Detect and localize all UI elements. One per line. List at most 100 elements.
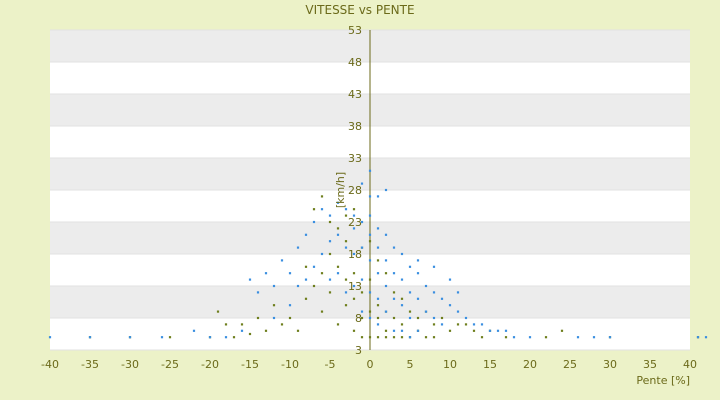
data-point-series-2 [384, 233, 388, 236]
data-point-series-1 [392, 291, 396, 294]
data-point-series-2 [376, 297, 380, 300]
data-point-series-2 [360, 278, 364, 281]
data-point-series-2 [456, 310, 460, 313]
data-point-series-2 [608, 336, 612, 339]
data-point-series-1 [240, 323, 244, 326]
data-point-series-1 [320, 195, 324, 198]
data-point-series-2 [368, 169, 372, 172]
data-point-series-2 [304, 278, 308, 281]
data-point-series-2 [496, 329, 500, 332]
data-point-series-1 [368, 278, 372, 281]
data-point-series-1 [344, 214, 348, 217]
x-tick-label: -10 [281, 358, 299, 371]
data-point-series-1 [400, 323, 404, 326]
data-point-series-2 [432, 316, 436, 320]
data-point-series-1 [400, 336, 404, 339]
data-point-series-2 [240, 329, 244, 332]
data-point-series-2 [448, 278, 452, 281]
data-point-series-2 [592, 336, 596, 339]
data-point-series-2 [352, 252, 356, 256]
data-point-series-1 [168, 336, 172, 339]
data-point-series-2 [472, 323, 476, 326]
data-point-series-2 [296, 284, 300, 288]
data-point-series-1 [352, 297, 356, 300]
data-point-series-2 [432, 265, 436, 268]
y-tick-label: 53 [348, 24, 362, 37]
data-point-series-2 [392, 272, 396, 275]
data-point-series-2 [512, 336, 516, 339]
data-point-series-1 [272, 304, 276, 307]
data-point-series-2 [440, 323, 444, 326]
data-point-series-2 [320, 252, 324, 256]
data-point-series-2 [384, 310, 388, 313]
data-point-series-2 [504, 329, 508, 332]
data-point-series-1 [232, 336, 236, 339]
data-point-series-2 [88, 336, 92, 339]
data-point-series-1 [392, 336, 396, 339]
data-point-series-2 [272, 284, 276, 288]
y-tick-label: 3 [355, 344, 362, 357]
data-point-series-1 [408, 310, 412, 313]
data-point-series-2 [368, 291, 372, 294]
data-point-series-1 [352, 208, 356, 211]
data-point-series-1 [432, 336, 436, 339]
data-point-series-1 [448, 329, 452, 332]
data-point-series-2 [344, 246, 348, 249]
data-point-series-2 [192, 329, 196, 332]
data-point-series-1 [544, 336, 548, 339]
data-point-series-1 [376, 304, 380, 307]
y-tick-label: 13 [348, 280, 362, 293]
data-point-series-2 [288, 304, 292, 307]
data-point-series-2 [320, 208, 324, 211]
data-point-series-2 [376, 246, 380, 249]
data-point-series-2 [264, 272, 268, 275]
data-point-series-1 [360, 291, 364, 294]
data-point-series-2 [352, 284, 356, 288]
data-point-series-1 [256, 316, 260, 320]
data-point-series-2 [312, 220, 316, 224]
data-point-series-2 [416, 297, 420, 300]
data-point-series-2 [360, 310, 364, 313]
data-point-series-2 [464, 316, 468, 320]
data-point-series-1 [376, 259, 380, 262]
data-point-series-2 [392, 297, 396, 300]
data-point-series-2 [328, 240, 332, 243]
y-tick-label: 48 [348, 56, 362, 69]
data-point-series-2 [368, 214, 372, 217]
data-point-series-2 [528, 336, 532, 339]
data-point-series-2 [280, 259, 284, 262]
data-point-series-2 [224, 336, 228, 339]
data-point-series-2 [416, 329, 420, 332]
data-point-series-1 [328, 252, 332, 256]
x-tick-label: 20 [523, 358, 537, 371]
data-point-series-2 [208, 336, 212, 339]
y-tick-label: 33 [348, 152, 362, 165]
data-point-series-1 [328, 220, 332, 224]
data-point-series-2 [344, 208, 348, 211]
x-tick-label: 10 [443, 358, 457, 371]
data-point-series-2 [384, 188, 388, 192]
data-point-series-2 [384, 284, 388, 288]
data-point-series-2 [384, 259, 388, 262]
data-point-series-1 [360, 316, 364, 320]
data-point-series-2 [456, 291, 460, 294]
y-tick-label: 43 [348, 88, 362, 101]
x-tick-label: -30 [121, 358, 139, 371]
data-point-series-1 [384, 336, 388, 339]
data-point-series-2 [128, 336, 132, 339]
data-point-series-2 [272, 316, 276, 320]
data-point-series-1 [432, 323, 436, 326]
y-tick-label: 28 [348, 184, 362, 197]
data-point-series-2 [376, 195, 380, 198]
data-point-series-1 [376, 316, 380, 320]
data-point-series-1 [384, 329, 388, 332]
data-point-series-2 [424, 284, 428, 288]
data-point-series-1 [384, 272, 388, 275]
data-point-series-1 [320, 310, 324, 313]
x-tick-label: -25 [161, 358, 179, 371]
data-point-series-1 [368, 240, 372, 243]
data-point-series-1 [344, 304, 348, 307]
data-point-series-2 [392, 329, 396, 332]
data-point-series-2 [360, 246, 364, 249]
